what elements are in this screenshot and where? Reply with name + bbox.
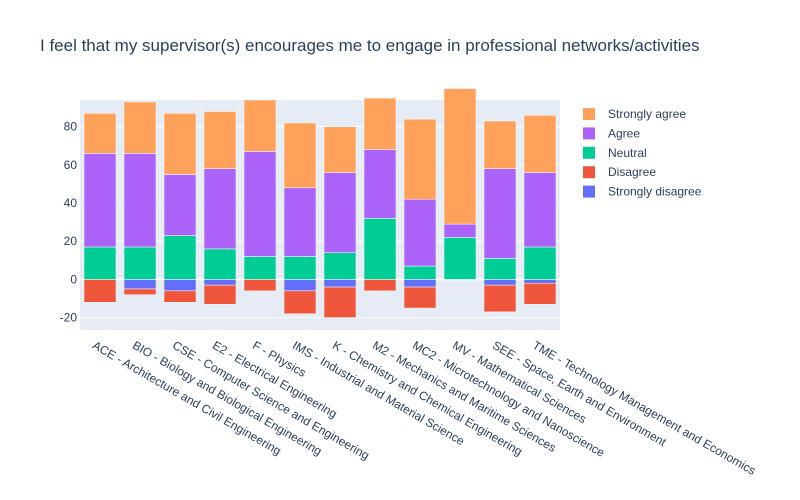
bar-neutral[interactable] (323, 252, 357, 280)
legend-item[interactable]: Agree (583, 126, 640, 140)
bar-disagree[interactable] (403, 286, 437, 309)
bar-disagree[interactable] (523, 282, 557, 305)
bar-strongly-agree[interactable] (403, 118, 437, 200)
bar-neutral[interactable] (123, 246, 157, 280)
y-axis-ticks: -20 0 20 40 60 80 (60, 120, 78, 325)
bar-strongly-disagree[interactable] (323, 279, 357, 288)
bar-neutral[interactable] (283, 256, 317, 280)
legend-item[interactable]: Strongly disagree (583, 185, 702, 199)
bar-agree[interactable] (443, 223, 477, 238)
bar-agree[interactable] (363, 149, 397, 219)
bar-disagree[interactable] (123, 288, 157, 295)
bar-strongly-disagree[interactable] (523, 279, 557, 284)
bar-agree[interactable] (283, 187, 317, 257)
legend-swatch (583, 166, 595, 179)
x-axis-ticks: ACE - Architecture and Civil Engineering… (90, 338, 758, 478)
bar-neutral[interactable] (203, 248, 237, 280)
legend-item[interactable]: Disagree (583, 165, 656, 179)
bar-neutral[interactable] (243, 256, 277, 280)
bar-strongly-agree[interactable] (83, 113, 117, 154)
bar-strongly-disagree[interactable] (483, 279, 517, 286)
bar-strongly-disagree[interactable] (403, 279, 437, 288)
bar-strongly-disagree[interactable] (123, 279, 157, 290)
bar-neutral[interactable] (403, 265, 437, 280)
bar-strongly-agree[interactable] (363, 97, 397, 150)
chart-title: I feel that my supervisor(s) encourages … (40, 36, 700, 55)
bar-neutral[interactable] (483, 258, 517, 280)
bar-agree[interactable] (323, 172, 357, 253)
grid-lines (80, 126, 560, 319)
bar-neutral[interactable] (363, 218, 397, 280)
bar-disagree[interactable] (483, 284, 517, 313)
bar-neutral[interactable] (83, 246, 117, 280)
bar-agree[interactable] (243, 151, 277, 257)
legend-label: Strongly agree (608, 107, 686, 121)
bar-disagree[interactable] (283, 290, 317, 315)
legend-label: Neutral (608, 146, 647, 160)
y-tick-label: 20 (64, 234, 78, 248)
bar-neutral[interactable] (443, 237, 477, 280)
bar-strongly-agree[interactable] (163, 113, 197, 175)
legend-label: Strongly disagree (608, 185, 702, 199)
bar-agree[interactable] (123, 153, 157, 248)
bar-agree[interactable] (523, 172, 557, 248)
bar-strongly-disagree[interactable] (283, 279, 317, 292)
bar-neutral[interactable] (523, 246, 557, 280)
legend[interactable]: Strongly agree Agree Neutral Disagree Strong… (583, 107, 702, 199)
bar-strongly-agree[interactable] (323, 126, 357, 173)
bar-strongly-agree[interactable] (243, 99, 277, 152)
bar-agree[interactable] (483, 168, 517, 259)
y-tick-label: 0 (70, 272, 77, 286)
bar-disagree[interactable] (363, 279, 397, 292)
bar-disagree[interactable] (323, 286, 357, 318)
bar-agree[interactable] (83, 153, 117, 248)
plot-background (80, 100, 560, 330)
bar-strongly-agree[interactable] (483, 120, 517, 169)
bar-strongly-agree[interactable] (443, 88, 477, 225)
legend-label: Agree (608, 126, 640, 140)
bar-strongly-disagree[interactable] (203, 279, 237, 286)
bar-agree[interactable] (163, 174, 197, 236)
legend-swatch (583, 108, 595, 120)
bar-agree[interactable] (403, 199, 437, 267)
legend-swatch (583, 127, 595, 140)
bar-disagree[interactable] (243, 279, 277, 292)
bar-strongly-agree[interactable] (283, 122, 317, 189)
legend-label: Disagree (608, 165, 656, 179)
bar-disagree[interactable] (163, 290, 197, 303)
bar-agree[interactable] (203, 168, 237, 250)
legend-item[interactable]: Strongly agree (583, 107, 686, 121)
bar-strongly-agree[interactable] (123, 101, 157, 154)
bar-disagree[interactable] (203, 284, 237, 305)
bars (83, 88, 557, 318)
legend-swatch (583, 146, 595, 159)
legend-item[interactable]: Neutral (583, 146, 647, 160)
bar-neutral[interactable] (163, 235, 197, 280)
legend-swatch (583, 185, 595, 198)
bar-strongly-agree[interactable] (203, 111, 237, 169)
y-tick-label: 80 (64, 120, 78, 134)
bar-disagree[interactable] (83, 279, 117, 303)
y-tick-label: -20 (60, 311, 78, 325)
y-tick-label: 60 (64, 158, 78, 172)
y-tick-label: 40 (64, 196, 78, 210)
bar-strongly-disagree[interactable] (163, 279, 197, 292)
bar-strongly-agree[interactable] (523, 115, 557, 173)
